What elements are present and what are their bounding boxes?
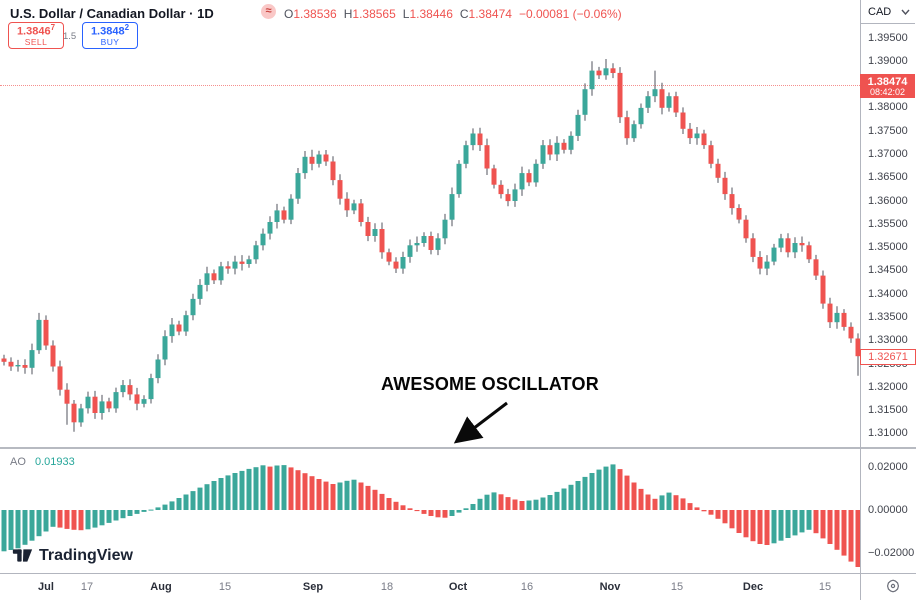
high-value: 1.38565 [352,7,396,21]
time-tick: 18 [380,581,394,593]
price-axis-separator [860,0,861,600]
low-value: 1.38446 [409,7,453,21]
time-tick: Aug [150,581,172,593]
time-tick: Nov [599,581,621,593]
currency-label: CAD [868,5,892,18]
close-value: 1.38474 [468,7,512,21]
awesome-oscillator-histogram[interactable] [0,448,860,572]
annotation-label: AWESOME OSCILLATOR [381,374,599,394]
ao-tick: −0.02000 [868,547,915,559]
tradingview-logo-text: TradingView [39,546,133,564]
buy-button[interactable]: 1.38482 BUY [82,22,138,49]
settings-gear-icon[interactable] [885,578,901,594]
price-tick: 1.36000 [868,195,908,207]
price-tick: 1.35500 [868,218,908,230]
buy-button-label: BUY [100,37,120,48]
tradingview-watermark[interactable]: TradingView [12,545,133,566]
ao-tick: 0.02000 [868,461,908,473]
price-tick: 1.33500 [868,311,908,323]
price-tick: 1.34000 [868,288,908,300]
countdown-timer: 08:42:02 [869,87,906,98]
price-tick: 1.32000 [868,381,908,393]
currency-selector[interactable]: CAD [860,0,915,24]
price-tick: 1.37500 [868,125,908,137]
ao-tick: 0.00000 [868,504,908,516]
price-tick: 1.39500 [868,32,908,44]
annotation-arrow [453,401,508,444]
time-tick: Jul [38,581,54,593]
price-axis[interactable]: CAD 1.39500 1.39000 1.38000 1.37500 1.37000 1… [860,0,916,600]
open-label: O [284,7,294,21]
low-label: L [402,7,410,21]
time-tick: 17 [80,581,94,593]
time-tick: 15 [818,581,832,593]
time-tick: 16 [520,581,534,593]
ohlc-values: O1.38536 H1.38565 L1.38446 C1.38474 −0.00081… [284,7,622,21]
indicator-value: 0.01933 [34,456,75,468]
last-price-label: 1.38474 08:42:02 [860,74,915,98]
change-value: −0.00081 (−0.06%) [518,7,622,21]
price-tick: 1.36500 [868,171,908,183]
close-label: C [459,7,469,21]
sell-button-label: SELL [24,37,48,48]
indicator-status-line[interactable]: AO 0.01933 [10,456,75,468]
open-value: 1.38536 [293,7,337,21]
high-label: H [343,7,353,21]
time-axis-separator [0,573,916,574]
chevron-down-icon [901,9,910,15]
tradingview-logo-icon [12,549,33,562]
price-tick: 1.39000 [868,55,908,67]
last-price-line [0,85,860,86]
time-tick: 15 [670,581,684,593]
spread-value: 1.5 [63,31,77,42]
price-tick: 1.35000 [868,241,908,253]
indicator-name: AO [10,456,26,468]
pane-separator[interactable] [0,447,916,449]
price-tick: 1.38000 [868,101,908,113]
price-tick: 1.37000 [868,148,908,160]
price-tick: 1.34500 [868,264,908,276]
candlestick-chart[interactable] [0,0,860,447]
time-axis[interactable]: Jul 17 Aug 15 Sep 18 Oct 16 Nov 15 Dec 15 [0,574,916,600]
price-tick: 1.31000 [868,427,908,439]
time-tick: 15 [218,581,232,593]
symbol-title[interactable]: U.S. Dollar / Canadian Dollar · 1D [10,6,214,21]
price-tick: 1.31500 [868,404,908,416]
time-tick: Dec [742,581,764,593]
time-tick: Sep [302,581,324,593]
price-tick: 1.33000 [868,334,908,346]
time-tick: Oct [448,581,468,593]
market-status-icon: ≈ [261,4,276,19]
alert-price-label: 1.32671 [860,349,916,365]
sell-button[interactable]: 1.38467 SELL [8,22,64,49]
